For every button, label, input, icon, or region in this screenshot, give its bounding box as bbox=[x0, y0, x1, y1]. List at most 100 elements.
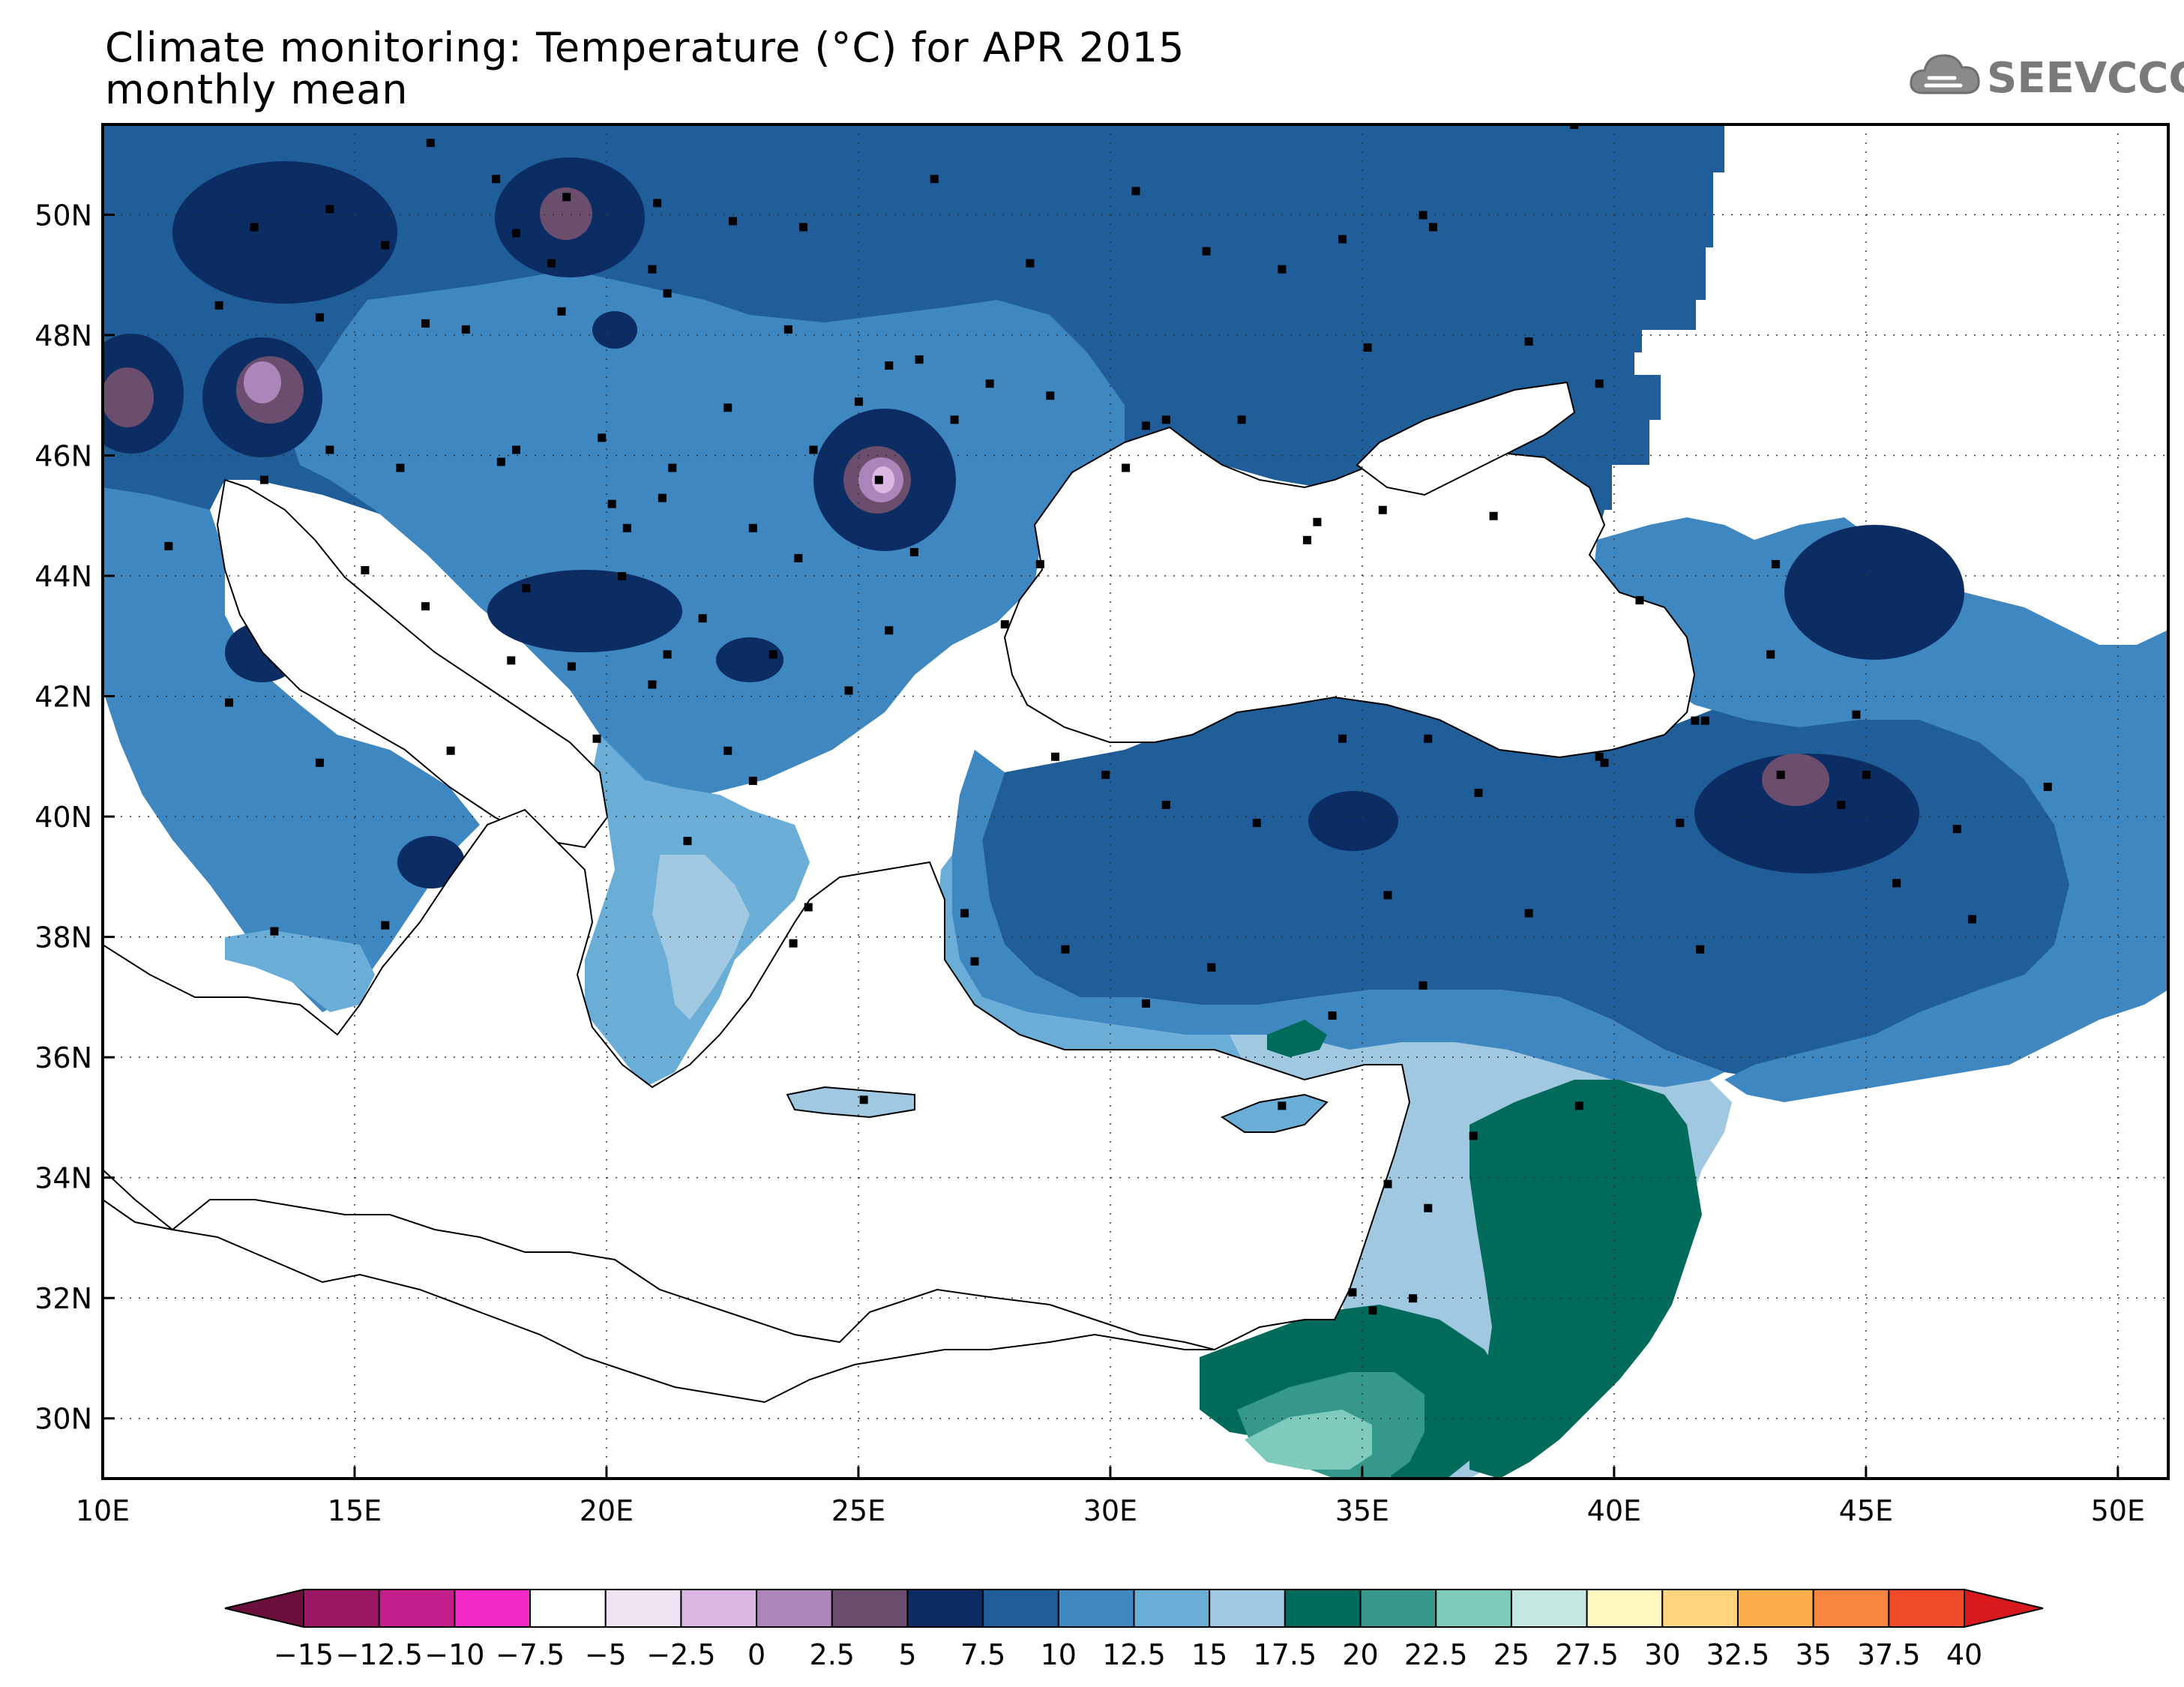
colorbar-box bbox=[303, 1589, 380, 1628]
seevccc-logo: SEEVCCC bbox=[1908, 46, 2184, 106]
map-title: Climate monitoring: Temperature (°C) for… bbox=[105, 24, 1185, 71]
colorbar-box bbox=[756, 1589, 833, 1628]
station-marker bbox=[663, 650, 672, 659]
station-marker bbox=[1035, 559, 1044, 568]
black-sea bbox=[1003, 426, 1696, 759]
station-marker bbox=[381, 921, 390, 930]
station-marker bbox=[1892, 879, 1901, 888]
station-marker bbox=[1252, 819, 1261, 828]
colorbar-label: −7.5 bbox=[496, 1638, 565, 1671]
station-marker bbox=[854, 397, 863, 406]
station-marker bbox=[1161, 801, 1170, 810]
field-15-17-5-turkey-coast bbox=[937, 855, 1724, 1110]
station-marker bbox=[1424, 1203, 1433, 1212]
colorbar-label: 15 bbox=[1191, 1638, 1227, 1671]
station-marker bbox=[426, 139, 435, 148]
colorbar-box bbox=[604, 1589, 682, 1628]
station-marker bbox=[1313, 517, 1322, 526]
colorbar-box bbox=[1133, 1589, 1211, 1628]
station-marker bbox=[598, 433, 607, 442]
station-marker bbox=[1061, 945, 1070, 954]
station-marker bbox=[804, 903, 813, 912]
colorbar-box bbox=[906, 1589, 984, 1628]
station-marker bbox=[1952, 825, 1961, 834]
colorbar-box bbox=[1359, 1589, 1437, 1628]
cyprus bbox=[1220, 1093, 1329, 1133]
station-marker bbox=[724, 403, 732, 412]
colorbar-box bbox=[454, 1589, 532, 1628]
station-marker bbox=[1409, 1294, 1418, 1303]
station-marker bbox=[250, 223, 259, 232]
colorbar-label: −5 bbox=[585, 1638, 627, 1671]
station-marker bbox=[270, 927, 279, 936]
station-marker bbox=[1700, 716, 1709, 725]
colorbar-label: 32.5 bbox=[1706, 1638, 1770, 1671]
station-marker bbox=[1419, 981, 1428, 990]
map-frame bbox=[101, 123, 2170, 1480]
station-marker bbox=[315, 758, 324, 767]
station-marker bbox=[930, 175, 939, 184]
colorbar-box bbox=[1057, 1589, 1135, 1628]
station-marker bbox=[1368, 1306, 1377, 1315]
station-marker bbox=[698, 614, 707, 623]
lon-tick-label: 50E bbox=[2091, 1494, 2145, 1527]
colorbar-label: 25 bbox=[1493, 1638, 1529, 1671]
station-marker bbox=[1122, 463, 1131, 472]
station-marker bbox=[1766, 650, 1775, 659]
station-marker bbox=[1202, 247, 1211, 256]
lat-tick-label: 30N bbox=[34, 1403, 92, 1436]
station-marker bbox=[1237, 415, 1246, 424]
station-marker bbox=[496, 457, 505, 466]
station-marker bbox=[844, 686, 853, 695]
lat-tick-label: 38N bbox=[34, 921, 92, 954]
lon-tick-label: 35E bbox=[1335, 1494, 1389, 1527]
station-marker bbox=[507, 656, 516, 665]
station-marker bbox=[562, 193, 571, 202]
station-marker bbox=[768, 650, 777, 659]
station-marker bbox=[1469, 1131, 1478, 1140]
colorbar: −15 −12.5 −10 −7.5 −5 −2.5 0 2.5 5 7.5 10 12.5 15 17.… bbox=[224, 1588, 2044, 1671]
station-marker bbox=[653, 199, 662, 208]
colorbar-box bbox=[1812, 1589, 1890, 1628]
station-marker bbox=[1026, 259, 1035, 268]
station-marker bbox=[396, 463, 405, 472]
colorbar-label: −12.5 bbox=[335, 1638, 422, 1671]
colorbar-label: 2.5 bbox=[810, 1638, 855, 1671]
station-marker bbox=[859, 1095, 868, 1104]
station-marker bbox=[421, 602, 430, 611]
station-marker bbox=[915, 355, 924, 364]
colorbar-label: 30 bbox=[1644, 1638, 1680, 1671]
colorbar-label: 20 bbox=[1342, 1638, 1378, 1671]
station-marker bbox=[607, 499, 616, 508]
station-marker bbox=[1101, 770, 1110, 779]
station-marker bbox=[1424, 734, 1433, 743]
colorbar-box bbox=[1888, 1589, 1965, 1628]
station-marker bbox=[985, 379, 994, 388]
station-marker bbox=[909, 547, 918, 556]
lat-tick-label: 34N bbox=[34, 1162, 92, 1195]
lat-tick-label: 50N bbox=[34, 199, 92, 232]
station-marker bbox=[648, 680, 657, 689]
colorbar-label: 7.5 bbox=[960, 1638, 1005, 1671]
station-marker bbox=[1338, 235, 1347, 244]
colorbar-box bbox=[1661, 1589, 1739, 1628]
colorbar-label: 27.5 bbox=[1555, 1638, 1619, 1671]
mediterranean-sea bbox=[103, 808, 1411, 1351]
station-marker bbox=[1302, 535, 1311, 544]
colorbar-box bbox=[1284, 1589, 1362, 1628]
field-20-22-5-antakya bbox=[1267, 1020, 1327, 1057]
azov-crimea bbox=[1356, 381, 1576, 496]
station-marker bbox=[1141, 421, 1150, 430]
map-grid bbox=[103, 124, 2168, 1479]
field-15-17-5-sicily bbox=[225, 930, 375, 1012]
station-marker bbox=[1524, 337, 1533, 346]
colorbar-label: 5 bbox=[898, 1638, 916, 1671]
crete bbox=[786, 1086, 915, 1119]
colorbar-box bbox=[680, 1589, 758, 1628]
station-marker bbox=[1696, 945, 1705, 954]
lat-tick-label: 36N bbox=[34, 1041, 92, 1074]
station-marker bbox=[224, 698, 233, 707]
station-marker bbox=[950, 415, 959, 424]
station-marker bbox=[361, 565, 370, 574]
